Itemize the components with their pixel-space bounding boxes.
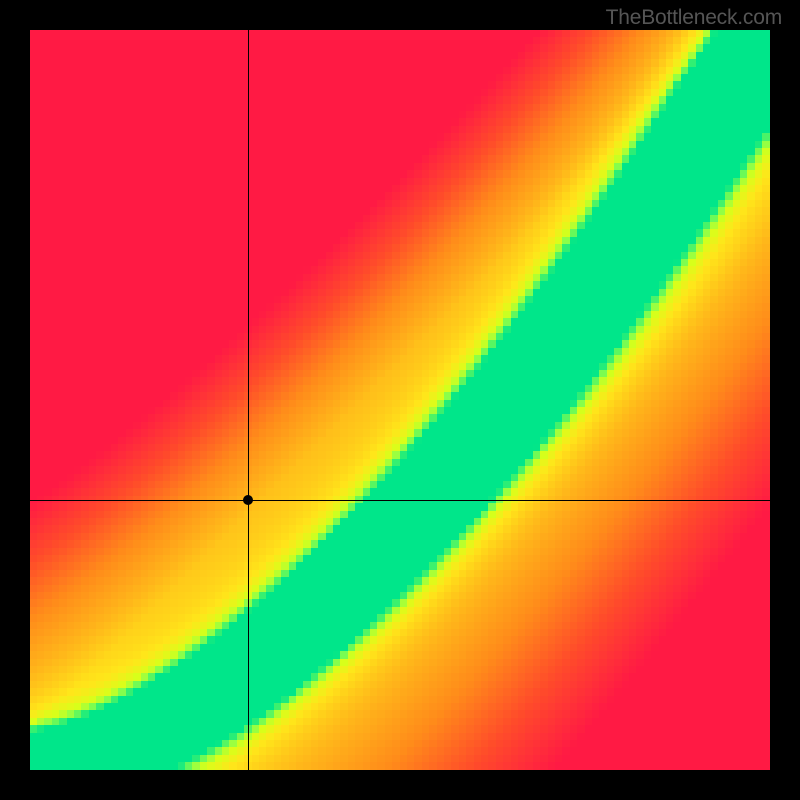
heatmap-canvas — [30, 30, 770, 770]
watermark-text: TheBottleneck.com — [606, 6, 782, 30]
crosshair-horizontal — [30, 500, 770, 501]
marker-point — [243, 495, 253, 505]
crosshair-vertical — [248, 30, 249, 770]
heatmap-plot — [30, 30, 770, 770]
